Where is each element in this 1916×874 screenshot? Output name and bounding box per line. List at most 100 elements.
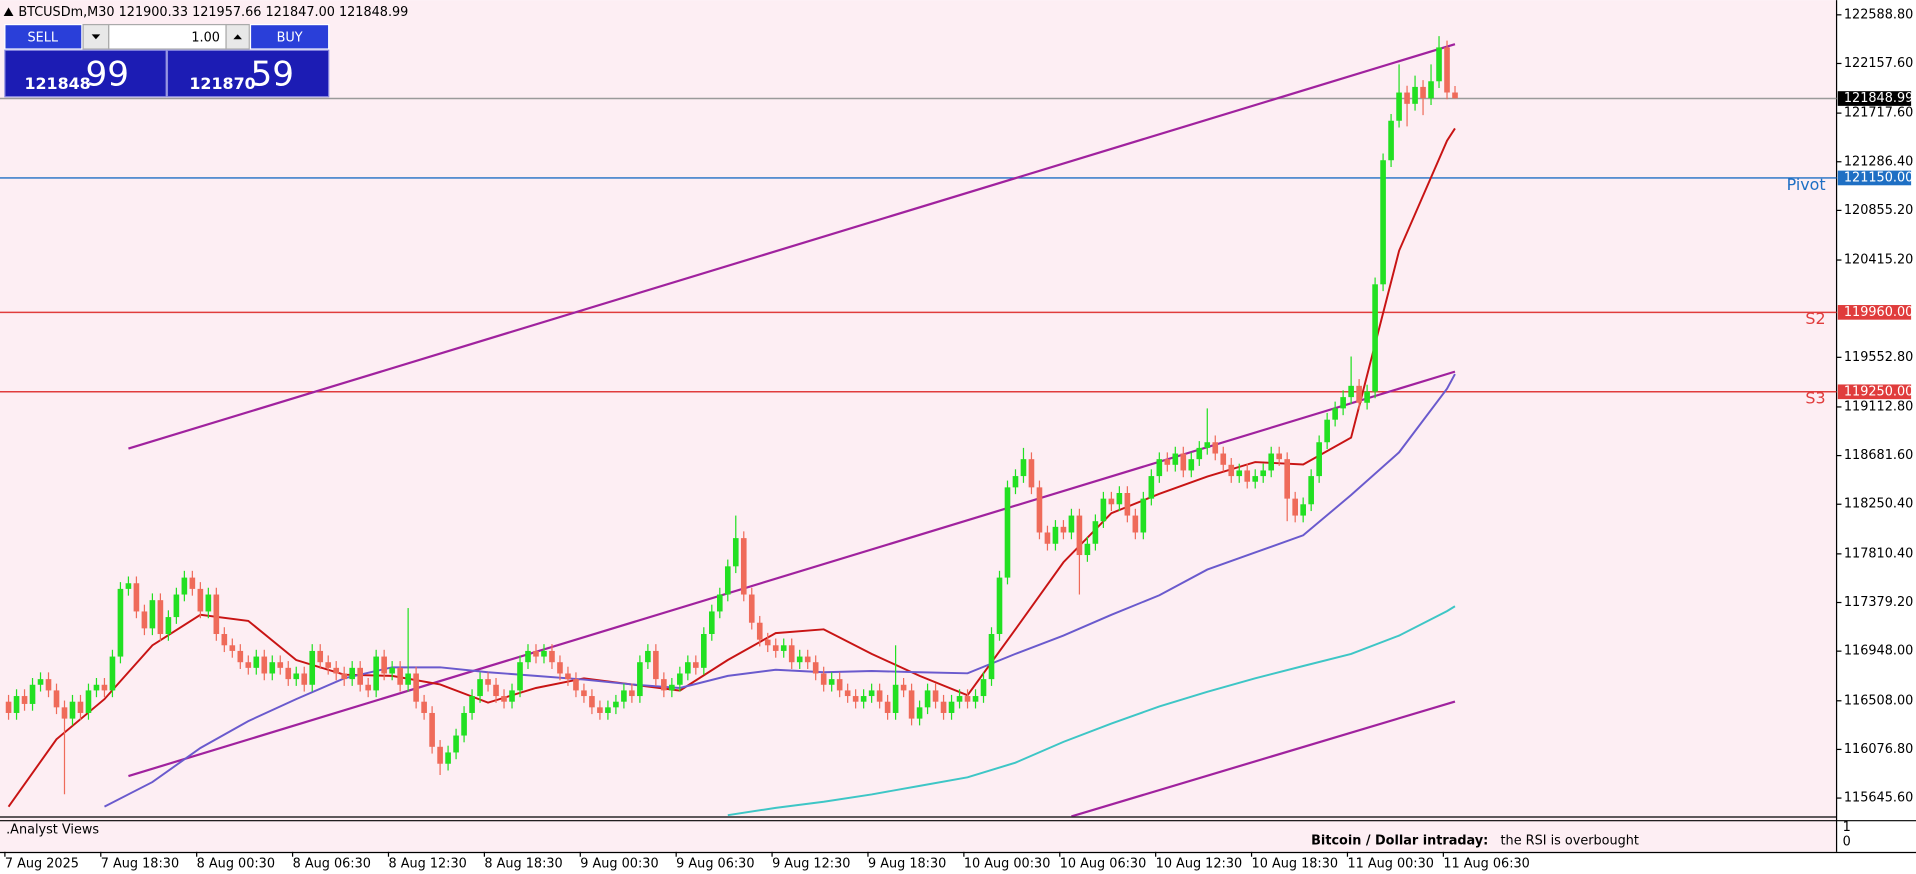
candle-body — [1124, 493, 1131, 516]
candle-body — [980, 679, 987, 697]
candle-body — [365, 684, 371, 691]
x-tick-label: 8 Aug 06:30 — [293, 857, 371, 872]
candle-body — [932, 690, 939, 702]
candle-body — [213, 594, 220, 635]
lot-input[interactable] — [108, 23, 227, 50]
candle-body — [341, 673, 348, 680]
candle-body — [205, 594, 212, 612]
candle-body — [117, 588, 124, 657]
x-tick-label: 10 Aug 18:30 — [1252, 857, 1339, 872]
sell-button[interactable] — [4, 23, 83, 50]
candle-body — [1196, 447, 1203, 460]
trade-panel: SELL 1.00 BUY 121848 99 121870 59 — [4, 23, 330, 98]
candle-body — [293, 673, 300, 680]
candle-body — [421, 701, 427, 713]
level-badge — [1837, 384, 1912, 400]
buy-button[interactable] — [249, 23, 330, 50]
candle-body — [804, 656, 811, 663]
candle-body — [756, 622, 763, 640]
candle-body — [1380, 160, 1386, 285]
level-name: S2 — [1805, 309, 1825, 328]
x-tick-label: 9 Aug 18:30 — [868, 857, 946, 872]
candle-body — [381, 656, 387, 674]
sell-price-box[interactable] — [4, 49, 167, 98]
candle-body — [748, 594, 755, 623]
candle-body — [1244, 470, 1251, 482]
y-tick-label: 120415.20 — [1844, 253, 1913, 268]
candle-body — [1028, 459, 1035, 488]
candle-body — [1308, 476, 1314, 505]
candle-body — [716, 594, 723, 612]
candle-body — [1340, 397, 1346, 409]
candle-body — [605, 707, 611, 713]
candle-body — [764, 639, 771, 646]
candle-body — [109, 656, 116, 691]
candle-body — [597, 707, 603, 713]
candle-body — [677, 673, 683, 685]
candle-body — [5, 701, 12, 713]
x-tick-label: 10 Aug 12:30 — [1156, 857, 1242, 872]
y-tick-label: 116948.00 — [1844, 644, 1913, 659]
candle-body — [573, 679, 579, 691]
level-badge-label: 119960.00 — [1844, 305, 1913, 320]
candle-body — [1132, 515, 1139, 533]
candle-body — [477, 679, 483, 697]
candle-body — [1300, 504, 1306, 516]
candle-body — [1356, 385, 1362, 403]
candle-body — [900, 684, 907, 691]
candle-body — [1012, 476, 1019, 488]
candle-body — [708, 611, 715, 635]
candle-body — [908, 690, 915, 719]
candle-body — [437, 746, 443, 764]
candle-body — [796, 656, 803, 663]
candle-body — [844, 690, 851, 697]
candle-body — [1412, 86, 1418, 104]
candle-body — [860, 696, 867, 702]
candle-body — [1156, 459, 1163, 477]
candle-body — [1268, 453, 1275, 471]
candle-body — [349, 667, 355, 680]
candle-body — [1100, 498, 1107, 522]
candle-body — [1260, 470, 1267, 477]
level-badge-label: 121150.00 — [1844, 170, 1913, 185]
collapse-icon[interactable] — [3, 7, 14, 17]
indicator-title: Bitcoin / Dollar intraday: — [1311, 833, 1488, 848]
symbol-header: BTCUSDm,M30 121900.33 121957.66 121847.0… — [18, 5, 408, 20]
candle-body — [261, 656, 268, 674]
candle-body — [1316, 442, 1322, 477]
candle-body — [445, 752, 451, 764]
x-tick-label: 11 Aug 00:30 — [1347, 857, 1434, 872]
candle-body — [1276, 453, 1283, 460]
candle-body — [1140, 498, 1147, 533]
candle-body — [1388, 120, 1394, 161]
candle-body — [812, 662, 819, 674]
candle-body — [1180, 453, 1187, 471]
candle-body — [972, 696, 979, 702]
buy-label: BUY — [277, 31, 303, 46]
trend-line — [1071, 700, 1456, 817]
candle-body — [21, 696, 28, 704]
candle-body — [701, 634, 707, 668]
candle-body — [53, 690, 60, 708]
candle-body — [141, 611, 148, 629]
candle-body — [828, 679, 835, 685]
candle-body — [125, 583, 132, 589]
candle-body — [397, 667, 403, 685]
sell-label: SELL — [27, 31, 58, 46]
level-badge — [1837, 305, 1912, 320]
candle-body — [237, 650, 244, 663]
buy-price-box[interactable] — [166, 49, 330, 98]
candle-body — [485, 679, 491, 685]
candle-body — [1292, 498, 1298, 516]
candle-body — [1228, 464, 1235, 477]
indicator-name: .Analyst Views — [6, 822, 99, 837]
candle-body — [1172, 453, 1179, 465]
candle-body — [189, 577, 196, 589]
candle-body — [157, 600, 164, 635]
candle-body — [37, 679, 44, 685]
candle-body — [645, 650, 651, 663]
candle-body — [1452, 92, 1458, 99]
y-tick-label: 122588.80 — [1844, 7, 1913, 22]
indicator-text: the RSI is overbought — [1501, 833, 1639, 848]
level-badge-label: 121848.99 — [1844, 91, 1913, 106]
